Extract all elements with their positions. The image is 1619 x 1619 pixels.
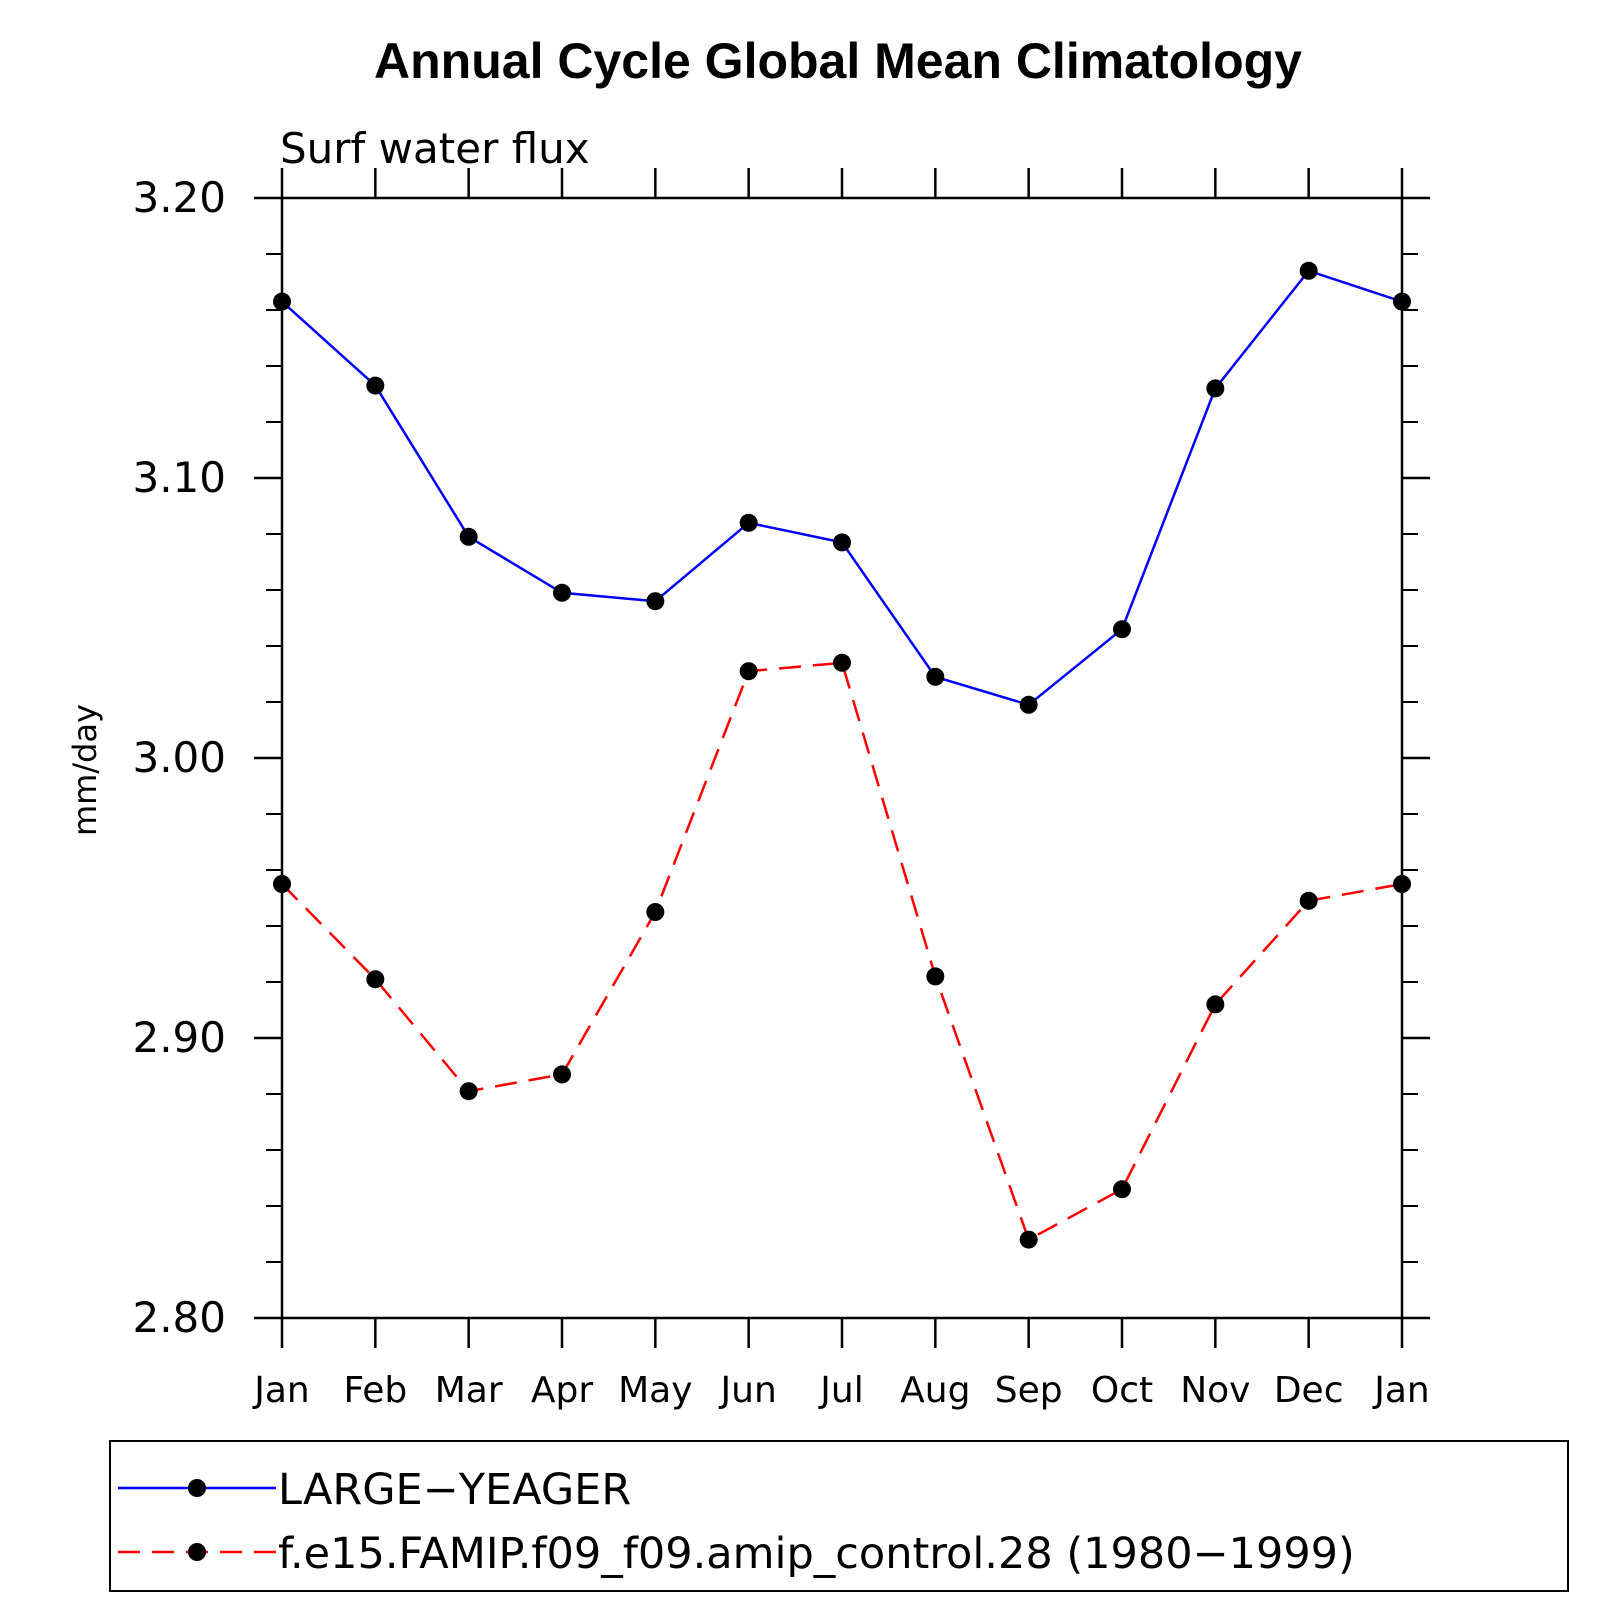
series-2-point bbox=[926, 967, 945, 986]
x-tick-label: Jun bbox=[719, 1370, 777, 1411]
series-2-point bbox=[739, 662, 758, 681]
y-tick-label: 3.10 bbox=[132, 453, 226, 502]
legend-swatch-marker bbox=[188, 1479, 206, 1497]
x-tick-label: Jul bbox=[818, 1370, 863, 1411]
series-2-point bbox=[1019, 1230, 1038, 1249]
series-2-point bbox=[366, 970, 385, 989]
series-1-point bbox=[1019, 695, 1038, 714]
series-1-point bbox=[1206, 379, 1225, 398]
axes: Jan Feb Mar Apr May Jun Jul Aug Sep Oct Nov Dec Jan 2… bbox=[132, 168, 1430, 1411]
series-2-point bbox=[1393, 875, 1411, 893]
series-2-point bbox=[646, 903, 665, 921]
series-1-point bbox=[739, 513, 758, 532]
x-tick-label: Dec bbox=[1274, 1370, 1344, 1411]
y-axis-label: mm/day bbox=[66, 704, 104, 836]
series-2-point bbox=[273, 875, 291, 893]
x-tick-label: Sep bbox=[995, 1370, 1063, 1411]
x-tick-label: Nov bbox=[1180, 1370, 1250, 1411]
legend: LARGE−YEAGER f.e15.FAMIP.f09_f09.amip_con… bbox=[109, 1440, 1569, 1592]
plot-series bbox=[273, 261, 1411, 1249]
series-1-point bbox=[1113, 620, 1131, 639]
series-2-point bbox=[1299, 891, 1318, 910]
series-line-2 bbox=[281, 661, 1403, 1242]
x-tick-label: Apr bbox=[531, 1370, 593, 1411]
series-1-point bbox=[273, 292, 291, 311]
chart-subtitle: Surf water flux bbox=[280, 124, 590, 173]
y-tick-label: 2.90 bbox=[132, 1013, 226, 1062]
series-2-point bbox=[553, 1065, 571, 1084]
series-1-point bbox=[459, 527, 478, 546]
series-1-point bbox=[646, 592, 665, 611]
x-tick-label: Mar bbox=[435, 1370, 503, 1411]
series-2-point bbox=[1206, 995, 1225, 1014]
series-2-point bbox=[833, 653, 851, 672]
series-1-point bbox=[1299, 261, 1318, 280]
x-tick-label: Jan bbox=[1372, 1370, 1430, 1411]
x-tick-label: Jan bbox=[252, 1370, 310, 1411]
x-tick-label: May bbox=[618, 1370, 692, 1411]
series-1-point bbox=[926, 667, 945, 686]
x-tick-label: Aug bbox=[900, 1370, 970, 1411]
series-1-point bbox=[366, 376, 385, 395]
series-line-1 bbox=[281, 269, 1403, 707]
x-tick-label: Oct bbox=[1091, 1370, 1153, 1411]
chart-title: Annual Cycle Global Mean Climatology bbox=[374, 33, 1302, 89]
x-tick-label: Feb bbox=[343, 1370, 407, 1411]
legend-box bbox=[109, 1440, 1569, 1592]
series-2-point bbox=[459, 1082, 478, 1101]
series-1-point bbox=[833, 533, 851, 552]
legend-label: f.e15.FAMIP.f09_f09.amip_control.28 (198… bbox=[278, 1529, 1355, 1579]
y-tick-label: 3.00 bbox=[132, 733, 226, 782]
series-1-point bbox=[553, 583, 571, 602]
y-tick-label: 3.20 bbox=[132, 173, 226, 222]
legend-swatch-marker bbox=[188, 1543, 206, 1561]
series-1-point bbox=[1393, 292, 1411, 311]
series-2-point bbox=[1113, 1180, 1131, 1199]
legend-label: LARGE−YEAGER bbox=[278, 1465, 631, 1515]
y-tick-label: 2.80 bbox=[132, 1293, 226, 1342]
